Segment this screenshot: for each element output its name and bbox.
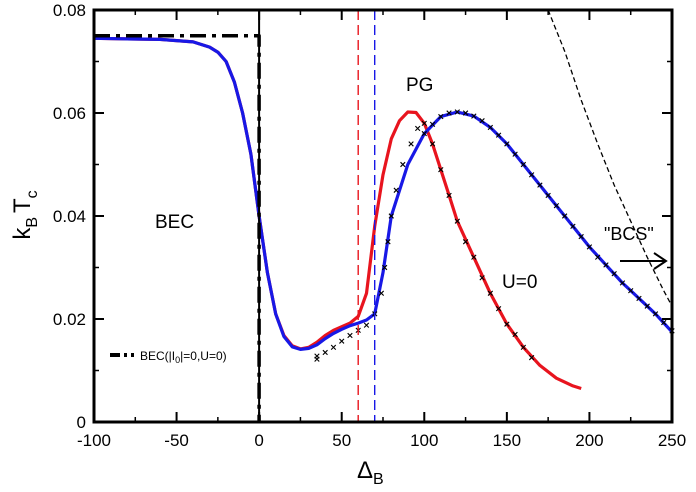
x-marker (393, 187, 399, 193)
x-marker (636, 295, 642, 302)
x-marker (446, 110, 452, 116)
svg-text:kBTc: kBTc (9, 190, 41, 239)
x-marker (652, 311, 659, 317)
x-marker (661, 319, 667, 326)
x-marker (561, 213, 568, 219)
x-marker (339, 338, 345, 344)
x-axis-title: ΔB (357, 457, 384, 488)
x-marker (512, 151, 518, 157)
x-marker (330, 344, 337, 351)
x-tick-label: 0 (254, 431, 263, 450)
y-axis-title: kBTc (9, 190, 41, 239)
x-marker (400, 161, 406, 168)
legend-label-prefix: BEC(|I (140, 349, 175, 363)
x-marker (594, 254, 601, 260)
x-marker (408, 141, 414, 147)
x-marker (363, 322, 370, 328)
legend: BEC(|I0|=0,U=0) (110, 349, 227, 365)
x-marker (438, 113, 444, 120)
x-marker (414, 125, 421, 132)
x-marker (462, 110, 469, 116)
x-marker (347, 332, 353, 339)
x-marker (611, 270, 617, 277)
y-tick-label: 0.04 (53, 207, 86, 226)
x-marker (446, 192, 452, 199)
x-tick-label: 150 (493, 431, 521, 450)
x-marker (603, 262, 609, 268)
x-marker (479, 118, 485, 124)
legend-label-sub: 0 (175, 355, 180, 365)
plot-layer (93, 9, 675, 422)
x-marker (619, 280, 626, 286)
x-marker (421, 130, 427, 137)
x-marker (495, 306, 502, 312)
x-marker (471, 254, 477, 260)
x-marker (512, 331, 518, 338)
series-bcs-asymptote (547, 9, 673, 307)
x-marker (381, 264, 388, 271)
y-axis-title-T: T (9, 198, 36, 213)
bcs-label: "BCS" (604, 224, 654, 244)
x-marker (487, 290, 494, 296)
bec-label: BEC (155, 212, 194, 233)
bcs-arrow-icon (620, 252, 668, 270)
x-axis-title-main: Δ (357, 457, 373, 484)
x-marker (495, 132, 502, 138)
x-marker (454, 109, 461, 115)
x-marker (462, 239, 469, 245)
x-marker (479, 275, 485, 281)
x-marker (644, 303, 650, 309)
x-tick-label: 200 (575, 431, 603, 450)
y-tick-label: 0.02 (53, 310, 86, 329)
y-tick-label: 0.08 (53, 1, 86, 20)
u0-label: U=0 (502, 272, 537, 293)
series-x-markers (314, 109, 675, 362)
y-tick-label: 0.06 (53, 104, 86, 123)
x-marker (504, 321, 510, 327)
x-marker (578, 233, 584, 240)
x-marker (586, 244, 593, 250)
x-tick-label: 50 (332, 431, 351, 450)
pg-label: PG (406, 75, 433, 96)
x-marker (570, 223, 576, 229)
x-marker (553, 203, 560, 209)
y-tick-label: 0 (77, 413, 86, 432)
x-tick-label: -100 (77, 431, 111, 450)
x-marker (454, 218, 461, 224)
x-marker (528, 354, 535, 361)
legend-label: BEC(|I0|=0,U=0) (140, 349, 227, 365)
x-marker (314, 353, 320, 359)
x-marker (545, 192, 551, 199)
x-marker (520, 161, 527, 168)
x-tick-label: -50 (164, 431, 189, 450)
legend-label-suffix: |=0,U=0) (180, 349, 226, 363)
y-axis-title-sub2: c (24, 190, 41, 198)
x-marker (504, 141, 510, 147)
x-marker (421, 120, 427, 126)
y-axis-title-k: k (9, 227, 36, 240)
x-marker (388, 213, 394, 219)
x-marker (487, 124, 494, 131)
x-marker (628, 287, 634, 294)
x-marker (429, 141, 436, 147)
x-marker (322, 349, 328, 356)
x-marker (528, 172, 535, 178)
x-marker (471, 113, 477, 119)
x-tick-label: 250 (658, 431, 686, 450)
x-marker (537, 182, 543, 188)
series-blue-curve (93, 36, 674, 351)
x-marker (429, 121, 436, 128)
x-marker (438, 166, 444, 173)
x-marker (378, 290, 385, 296)
y-axis-title-sub1: B (24, 217, 41, 228)
x-marker (385, 239, 391, 245)
x-axis-title-sub: B (373, 471, 384, 488)
tick-layer: -100 -50 0 50 100 150 200 250 0 0.02 0.04 0.06 0.08 (53, 1, 686, 450)
x-tick-label: 100 (410, 431, 438, 450)
x-marker (520, 344, 527, 351)
